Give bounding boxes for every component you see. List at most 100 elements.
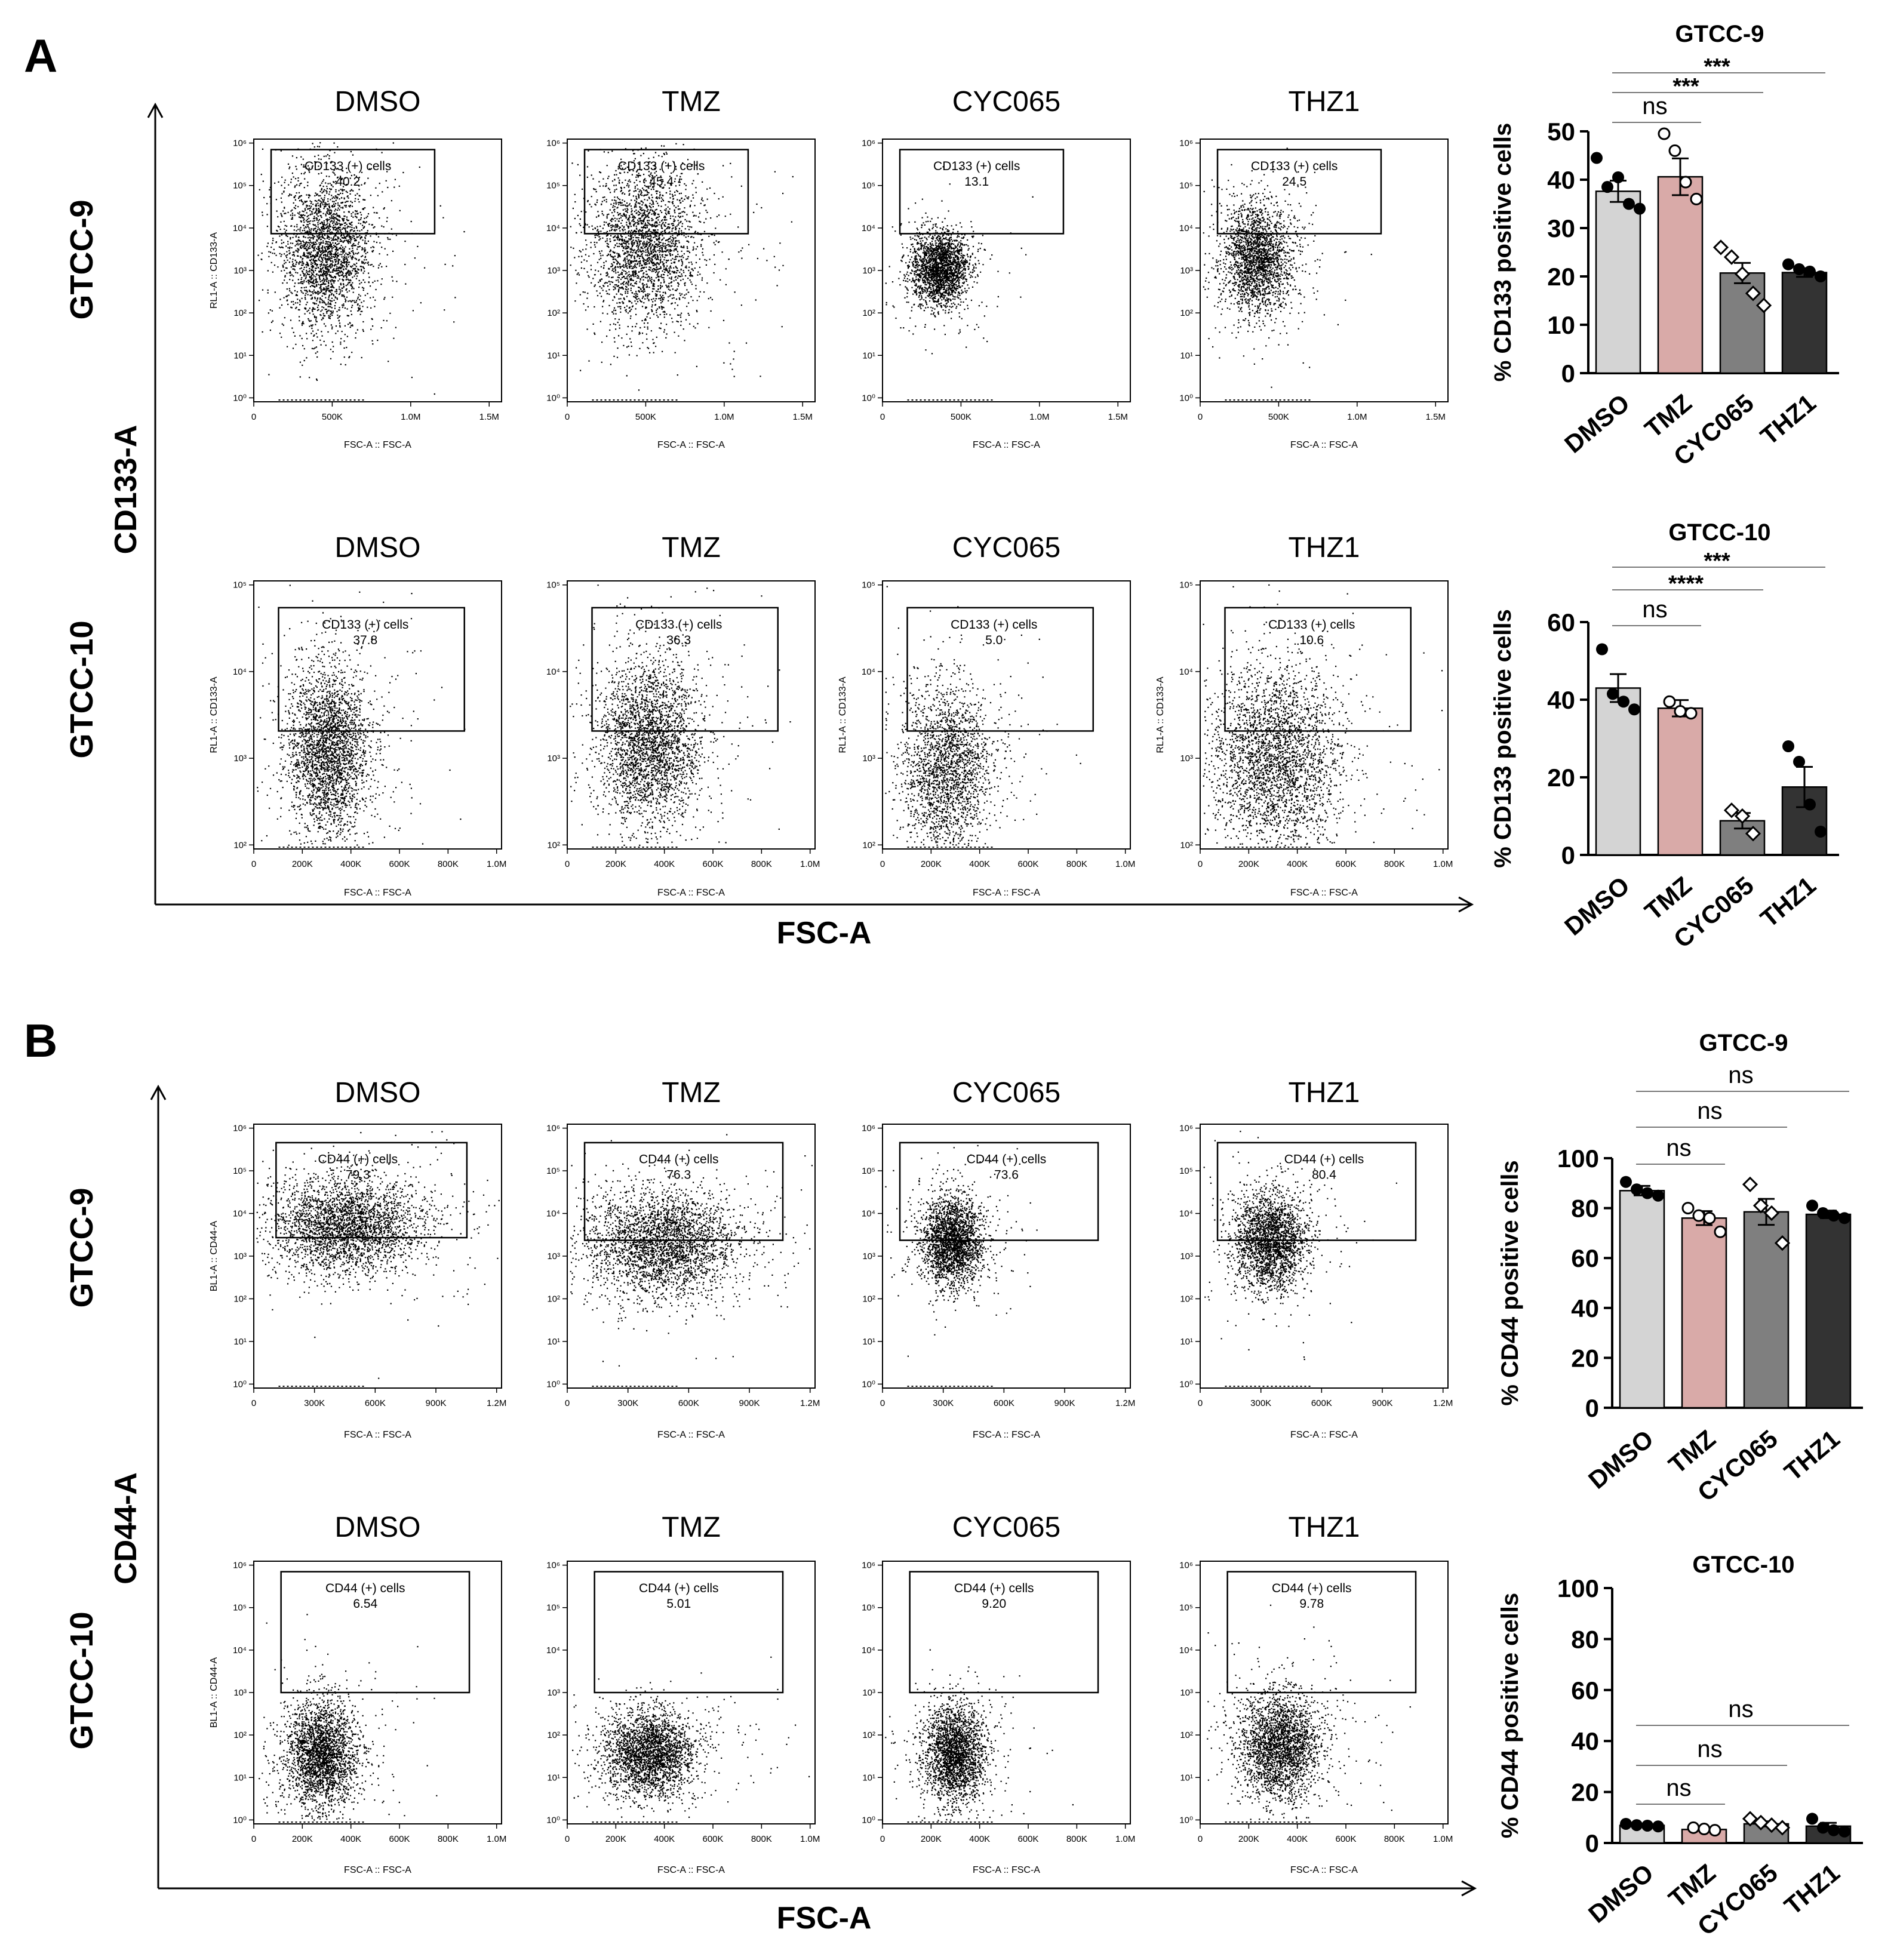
data-point <box>1804 265 1816 278</box>
y-tick-label: 10⁴ <box>546 667 560 677</box>
y-tick-label: 10⁰ <box>1179 1379 1193 1389</box>
gate-rectangle <box>591 607 779 732</box>
y-tick-label: 10⁶ <box>1179 1561 1193 1571</box>
data-point <box>1763 1817 1780 1833</box>
data-point <box>1793 263 1805 275</box>
y-tick-label: 10³ <box>862 753 875 764</box>
flow-plot-title: DMSO <box>335 532 421 564</box>
y-tick-label: 10⁵ <box>862 580 875 590</box>
x-tick-label: 0 <box>1198 1834 1203 1844</box>
y-tick-label: 10⁴ <box>862 667 875 677</box>
bar-thz1 <box>1805 1213 1852 1409</box>
data-point <box>1620 1817 1632 1830</box>
gate-label: CD44 (+) cells <box>1284 1152 1364 1166</box>
x-tick-label: 0 <box>1198 412 1203 422</box>
data-point <box>1679 176 1692 189</box>
y-tick-label: 10⁰ <box>233 1815 247 1825</box>
bar-y-tick-label: 0 <box>1585 1394 1599 1422</box>
y-tick-label: 10⁴ <box>862 1645 875 1656</box>
bar-chart-title: GTCC-9 <box>1699 1030 1788 1056</box>
y-tick-label: 10³ <box>1180 753 1193 764</box>
gate-label: CD133 (+) cells <box>322 618 408 632</box>
y-tick-label: 10³ <box>1180 1688 1193 1698</box>
significance-label: ns <box>1642 596 1667 623</box>
x-tick-label: 500K <box>1268 412 1289 422</box>
data-point <box>1763 1205 1780 1221</box>
bar-y-tick-label: 20 <box>1547 764 1575 792</box>
bar-category-label: DMSO <box>1559 871 1635 941</box>
data-point <box>1734 808 1751 824</box>
x-tick-label: 1.0M <box>401 412 420 422</box>
gate-percentage: 79.3 <box>346 1168 370 1181</box>
x-tick-label: 800K <box>751 859 772 869</box>
bar-category-label: THZ1 <box>1779 1424 1845 1486</box>
cell-line-label: GTCC-10 <box>64 620 100 758</box>
y-tick-label: 10⁶ <box>862 1124 875 1134</box>
flow-y-axis-label: RL1-A :: CD133-A <box>209 676 219 753</box>
y-tick-label: 10⁶ <box>1179 1124 1193 1134</box>
gate-label: CD133 (+) cells <box>618 159 705 173</box>
y-tick-label: 10¹ <box>547 1337 560 1347</box>
significance-label: ns <box>1728 1062 1753 1088</box>
x-tick-label: 200K <box>921 859 942 869</box>
bar-category-label: THZ1 <box>1755 389 1821 450</box>
x-tick-label: 600K <box>702 859 723 869</box>
bar-y-tick-label: 40 <box>1571 1294 1599 1322</box>
gate-percentage: 5.01 <box>666 1597 691 1611</box>
x-tick-label: 600K <box>1017 859 1038 869</box>
flow-plot-thz1: THZ1 10⁰ 10¹ 10² 10³ 10⁴ 10⁵ 10⁶ 0 500K 1.0M 1.5M FS… <box>1179 86 1449 450</box>
x-tick-label: 600K <box>1335 1834 1356 1844</box>
flow-plot-dmso: DMSO 10⁰ 10¹ 10² 10³ 10⁴ 10⁵ 10⁶ 0 200K 400K 600K 80… <box>209 1512 506 1875</box>
y-tick-label: 10² <box>862 308 875 318</box>
flow-plot-title: TMZ <box>662 532 721 564</box>
y-tick-label: 10³ <box>233 266 247 276</box>
flow-x-axis-label: FSC-A :: FSC-A <box>657 1865 725 1875</box>
significance-label: ns <box>1728 1696 1753 1722</box>
flow-plot-title: DMSO <box>335 86 421 118</box>
gate-percentage: 9.20 <box>982 1597 1006 1611</box>
data-point <box>1817 1821 1829 1834</box>
data-point <box>1753 1814 1769 1830</box>
bar-chart-a-gtcc-9: GTCC-9 0 10 20 30 40 50 % CD133 positive cells D… <box>1490 21 1839 471</box>
data-point <box>1806 1199 1818 1212</box>
x-tick-label: 300K <box>1250 1398 1271 1408</box>
flow-plot-cyc065: CYC065 10⁰ 10¹ 10² 10³ 10⁴ 10⁵ 10⁶ 0 200K 400K 600K… <box>862 1512 1136 1875</box>
flow-plot-title: DMSO <box>335 1077 421 1109</box>
x-tick-label: 600K <box>678 1398 699 1408</box>
gate-percentage: 45.4 <box>649 175 674 189</box>
x-tick-label: 0 <box>880 1398 885 1408</box>
bar-y-tick-label: 20 <box>1571 1779 1599 1807</box>
gate-percentage: 37.8 <box>353 633 377 647</box>
y-tick-label: 10¹ <box>1180 350 1193 361</box>
bar-chart-title: GTCC-10 <box>1692 1552 1794 1578</box>
data-point <box>1634 202 1646 215</box>
y-tick-label: 10³ <box>1180 266 1193 276</box>
gate-rectangle <box>906 607 1094 732</box>
x-tick-label: 800K <box>438 1834 459 1844</box>
x-tick-label: 400K <box>340 1834 361 1844</box>
event-dots <box>572 1656 810 1818</box>
flow-x-axis-label: FSC-A :: FSC-A <box>973 440 1040 450</box>
fsc-axis-title: FSC-A <box>777 916 872 950</box>
significance-label: *** <box>1672 74 1699 99</box>
data-point <box>1714 1225 1727 1238</box>
data-point <box>1838 1825 1850 1838</box>
x-tick-label: 200K <box>921 1834 942 1844</box>
x-tick-label: 200K <box>292 859 313 869</box>
x-tick-label: 0 <box>1198 1398 1203 1408</box>
flow-plot-frame <box>567 580 816 850</box>
y-tick-label: 10³ <box>547 753 560 764</box>
x-tick-label: 1.0M <box>1029 412 1049 422</box>
y-tick-label: 10¹ <box>862 1773 875 1783</box>
x-tick-label: 400K <box>1287 1834 1308 1844</box>
bar-chart-title: GTCC-10 <box>1668 519 1770 546</box>
y-tick-label: 10⁴ <box>862 223 875 233</box>
y-tick-label: 10² <box>862 1294 875 1304</box>
y-tick-label: 10⁴ <box>233 1645 247 1656</box>
bar-y-tick-label: 40 <box>1571 1727 1599 1755</box>
gate-rectangle <box>899 149 1065 235</box>
y-tick-label: 10⁴ <box>862 1209 875 1219</box>
y-tick-label: 10⁰ <box>233 393 247 403</box>
data-point <box>1782 258 1794 270</box>
gate-label: CD133 (+) cells <box>951 618 1037 632</box>
